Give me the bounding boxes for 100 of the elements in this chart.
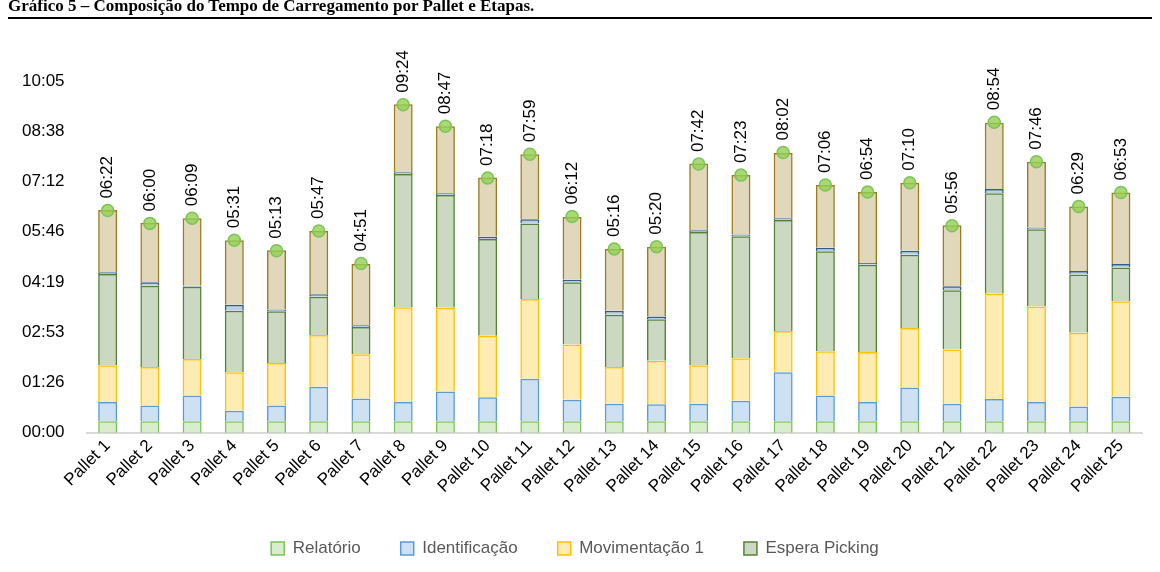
bar [351, 354, 371, 399]
point [269, 243, 284, 258]
point [1029, 154, 1044, 169]
total-label: 06:12 [561, 161, 581, 205]
bar [520, 223, 540, 300]
y-tick-label: 07:12 [21, 171, 65, 191]
bar [309, 386, 329, 422]
bar [815, 395, 835, 422]
legend-label: Identificação [422, 538, 518, 558]
point [860, 185, 875, 199]
total-label: 07:46 [1026, 107, 1046, 150]
bar [224, 372, 244, 411]
bar [731, 400, 751, 422]
bar [182, 395, 202, 422]
point [100, 203, 115, 218]
bar [900, 254, 920, 329]
bar [942, 290, 962, 350]
bar [1069, 332, 1089, 407]
bar [267, 362, 287, 406]
legend-label: Relatório [292, 538, 361, 558]
total-label: 06:22 [97, 156, 117, 199]
point [354, 256, 368, 271]
bar [1026, 306, 1046, 402]
bar [1069, 274, 1089, 333]
bar [309, 335, 329, 387]
total-label: 06:00 [139, 168, 159, 212]
point [607, 242, 622, 256]
bar [815, 251, 835, 352]
bar [224, 310, 244, 373]
bar [900, 328, 920, 388]
y-tick-label: 00:00 [21, 422, 65, 442]
bar [773, 219, 793, 331]
bar [773, 372, 793, 422]
bar [478, 335, 498, 398]
total-label: 05:13 [266, 196, 286, 239]
bar [224, 304, 244, 311]
y-tick-label: 10:05 [21, 70, 65, 90]
bar [1111, 396, 1131, 422]
bar [393, 173, 413, 308]
total-label: 07:59 [519, 99, 539, 143]
y-tick-label: 08:38 [21, 120, 65, 140]
total-label: 08:54 [983, 67, 1003, 111]
total-label: 07:10 [899, 128, 919, 171]
total-label: 05:31 [223, 185, 243, 229]
bar [731, 236, 751, 359]
y-tick-label: 04:19 [21, 271, 65, 291]
point [776, 145, 790, 160]
bar [646, 360, 666, 405]
total-label: 05:56 [941, 171, 961, 214]
bar [435, 391, 455, 422]
bar [1026, 229, 1046, 307]
point [945, 218, 959, 233]
legend-label: Movimentação 1 [579, 538, 704, 558]
total-label: 05:20 [646, 192, 666, 235]
point [523, 147, 537, 161]
bar [140, 285, 160, 368]
point [185, 211, 199, 225]
total-label: 07:06 [815, 130, 835, 173]
bar [435, 307, 455, 392]
bar [689, 232, 709, 366]
bar [942, 349, 962, 404]
total-label: 08:47 [435, 71, 455, 115]
total-label: 05:16 [603, 194, 623, 237]
total-label: 06:09 [181, 163, 201, 207]
point [903, 175, 917, 190]
point [480, 171, 495, 185]
y-tick-label: 02:53 [21, 321, 65, 341]
bar [1111, 301, 1131, 397]
total-label: 05:47 [308, 176, 328, 219]
point [987, 115, 1001, 129]
bar [351, 326, 371, 355]
bar [520, 299, 540, 379]
bar [562, 282, 582, 345]
bar [984, 399, 1004, 422]
bar [393, 307, 413, 402]
total-label: 07:23 [730, 120, 750, 164]
point [565, 209, 579, 224]
bar [309, 296, 329, 336]
bar [689, 365, 709, 404]
point [311, 224, 326, 238]
bar [562, 344, 582, 400]
bar [140, 367, 160, 406]
point [438, 119, 453, 133]
bar [267, 311, 287, 363]
bar [224, 410, 244, 422]
total-label: 09:24 [392, 50, 412, 93]
total-label: 06:54 [857, 137, 877, 180]
point [143, 216, 157, 231]
point [1071, 199, 1086, 214]
point [1114, 185, 1128, 200]
bar [646, 319, 666, 361]
bar [98, 365, 118, 402]
bar [98, 274, 118, 366]
y-tick-label: 01:26 [21, 372, 65, 392]
point [691, 157, 706, 171]
bar [773, 331, 793, 373]
bar [815, 351, 835, 396]
bar [984, 293, 1004, 400]
point [227, 233, 242, 248]
bar [351, 398, 371, 422]
